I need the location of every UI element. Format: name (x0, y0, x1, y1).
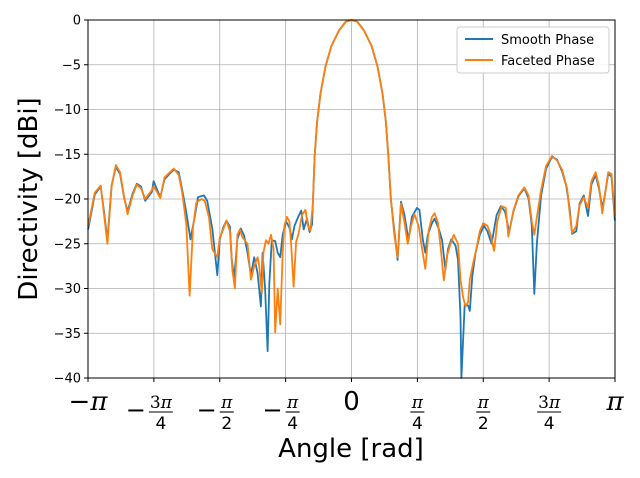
y-axis-label: Directivity [dBi] (14, 97, 44, 300)
y-ticks: 0 −5 −10 −15 −20 −25 −30 −35 −40 (54, 14, 88, 387)
x-tick-label: π2 (476, 393, 491, 434)
y-tick-label: −40 (54, 372, 81, 387)
svg-text:π: π (605, 387, 624, 417)
x-tick-label: π4 (410, 393, 425, 434)
y-tick-label: −5 (62, 58, 81, 73)
svg-text:2: 2 (478, 414, 489, 434)
legend-label-smooth-phase: Smooth Phase (501, 33, 594, 48)
svg-text:4: 4 (412, 414, 423, 434)
y-tick-label: −20 (54, 193, 81, 208)
legend-box (456, 26, 610, 74)
svg-text:π: π (286, 393, 299, 413)
svg-text:4: 4 (287, 414, 298, 434)
svg-text:π: π (220, 393, 233, 413)
svg-text:3π: 3π (150, 393, 173, 413)
svg-text:−: − (197, 396, 217, 424)
series-layer (87, 19, 616, 379)
svg-text:−: − (263, 396, 283, 424)
y-tick-label: 0 (73, 14, 81, 29)
svg-text:π: π (411, 393, 424, 413)
y-tick-label: −25 (54, 237, 81, 252)
x-tick-label: π (605, 387, 624, 417)
y-tick-label: −10 (54, 103, 81, 118)
x-tick-label: −3π4 (126, 393, 173, 434)
svg-text:−: − (126, 396, 146, 424)
svg-text:4: 4 (544, 414, 555, 434)
svg-text:π: π (477, 393, 490, 413)
legend: Smooth Phase Faceted Phase (456, 26, 610, 74)
svg-text:2: 2 (221, 414, 232, 434)
y-tick-label: −30 (54, 282, 81, 297)
x-tick-label: 0 (343, 387, 360, 417)
x-tick-label: − π2 (197, 393, 234, 434)
svg-text:3π: 3π (538, 393, 561, 413)
svg-text:−π: −π (69, 387, 109, 417)
x-tick-label: −π (69, 387, 109, 417)
x-axis-label: Angle [rad] (278, 434, 424, 464)
svg-text:0: 0 (343, 387, 360, 417)
x-tick-label: 3π4 (537, 393, 562, 434)
y-tick-label: −15 (54, 148, 81, 163)
grid (87, 19, 616, 379)
legend-label-faceted-phase: Faceted Phase (501, 54, 595, 69)
series-line-faceted-phase (87, 19, 616, 334)
x-tick-label: − π4 (263, 393, 300, 434)
svg-text:4: 4 (155, 414, 166, 434)
y-tick-label: −35 (54, 327, 81, 342)
